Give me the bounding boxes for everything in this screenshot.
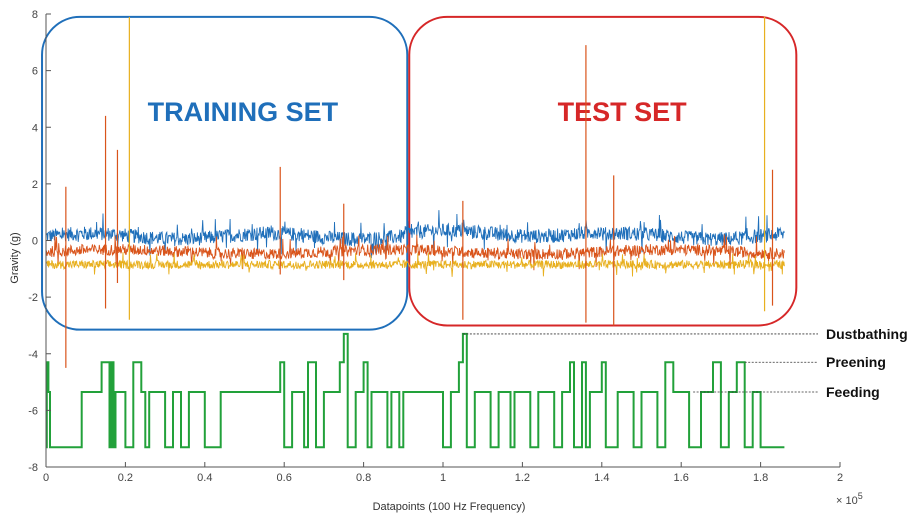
x-tick-label: 0: [43, 472, 49, 484]
x-tick-label: 1: [440, 472, 446, 484]
y-tick-label: 4: [32, 122, 38, 134]
y-tick-label: -4: [28, 349, 38, 361]
x-tick-label: 2: [837, 472, 843, 484]
x-tick-label: 0.4: [197, 472, 212, 484]
behavior-series-line: [45, 332, 785, 449]
region-label: TRAINING SET: [148, 97, 339, 127]
x-tick-label: 1.2: [515, 472, 530, 484]
x-exponent-base: × 10: [836, 495, 858, 507]
region-box: [408, 15, 798, 327]
region-box: [41, 15, 409, 331]
region-boxes: TRAINING SET TEST SET: [41, 15, 798, 331]
y-axis-title: Gravity (g): [9, 232, 21, 283]
legend: Dustbathing Preening Feeding: [462, 326, 908, 400]
behavior-series-group: [45, 332, 785, 449]
x-tick-label: 1.4: [594, 472, 609, 484]
legend-label: Feeding: [826, 384, 880, 400]
x-exponent-label: × 105: [836, 491, 863, 507]
axes: -8 -6 -4 -2 0 2 4 6 8 0 0.2 0.4 0.6 0.8 1 1.2 1.4 1.6 1.8 2: [28, 9, 843, 484]
accel-series-line: [45, 234, 785, 271]
y-tick-label: -6: [28, 405, 38, 417]
accel-series-line: [45, 252, 785, 277]
x-tick-label: 0.8: [356, 472, 371, 484]
y-tick-label: -2: [28, 292, 38, 304]
x-exponent-power: 5: [858, 491, 863, 501]
legend-label: Dustbathing: [826, 326, 908, 342]
y-tick-label: 0: [32, 236, 38, 248]
x-tick-label: 0.2: [118, 472, 133, 484]
legend-label: Preening: [826, 354, 886, 370]
series-group: [45, 210, 785, 277]
x-axis-title: Datapoints (100 Hz Frequency): [373, 501, 526, 513]
x-tick-label: 0.6: [277, 472, 292, 484]
accel-series-line: [45, 210, 785, 259]
y-tick-label: 6: [32, 66, 38, 78]
spike-group: [65, 16, 774, 368]
x-tick-label: 1.8: [753, 472, 768, 484]
region-label: TEST SET: [558, 97, 688, 127]
y-tick-label: 2: [32, 179, 38, 191]
y-tick-label: 8: [32, 9, 38, 21]
y-tick-label: -8: [28, 462, 38, 474]
x-tick-label: 1.6: [674, 472, 689, 484]
